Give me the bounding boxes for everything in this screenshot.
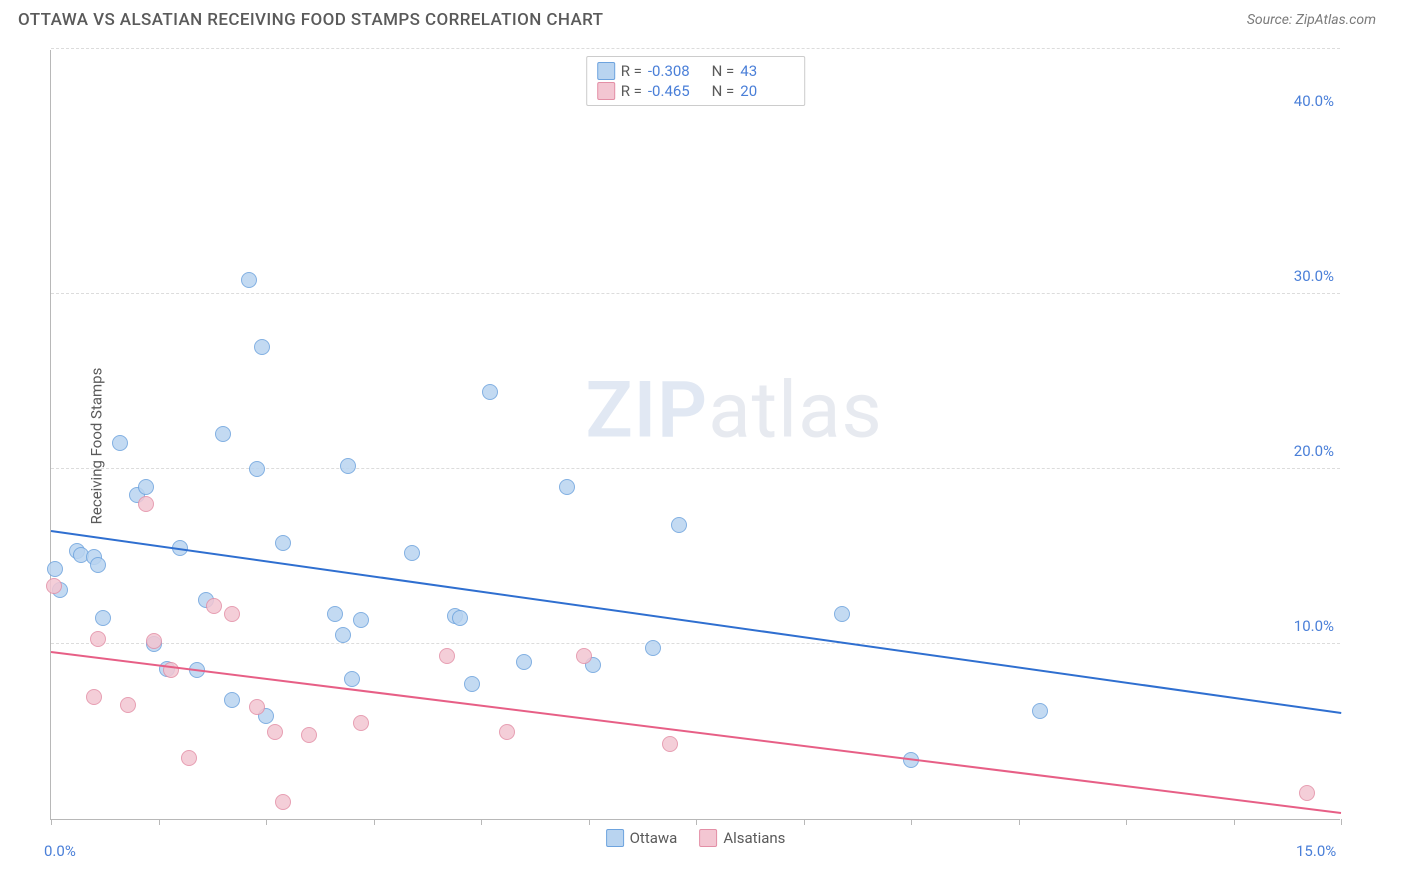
legend-label: Alsatians — [723, 829, 785, 847]
data-point — [335, 627, 351, 643]
data-point — [301, 727, 317, 743]
r-value: -0.308 — [648, 62, 702, 80]
n-label: N = — [708, 62, 734, 80]
x-tick — [589, 819, 590, 825]
data-point — [275, 794, 291, 810]
x-tick — [374, 819, 375, 825]
data-point — [353, 612, 369, 628]
x-axis-min-label: 0.0% — [44, 842, 76, 860]
x-tick — [481, 819, 482, 825]
legend-label: Ottawa — [630, 829, 678, 847]
data-point — [340, 458, 356, 474]
data-point — [576, 648, 592, 664]
data-point — [1032, 703, 1048, 719]
data-point — [344, 671, 360, 687]
n-label: N = — [708, 82, 734, 100]
data-point — [671, 517, 687, 533]
data-point — [224, 692, 240, 708]
data-point — [267, 724, 283, 740]
data-point — [46, 578, 62, 594]
data-point — [834, 606, 850, 622]
data-point — [224, 606, 240, 622]
data-point — [249, 461, 265, 477]
data-point — [452, 610, 468, 626]
data-point — [516, 654, 532, 670]
data-point — [464, 676, 480, 692]
data-point — [90, 631, 106, 647]
data-point — [181, 750, 197, 766]
data-point — [206, 598, 222, 614]
y-tick-label: 30.0% — [1294, 267, 1334, 285]
data-point — [1299, 785, 1315, 801]
data-point — [353, 715, 369, 731]
data-point — [559, 479, 575, 495]
x-tick — [1341, 819, 1342, 825]
trend-line — [51, 651, 1341, 814]
data-point — [439, 648, 455, 664]
data-point — [215, 426, 231, 442]
trend-line — [51, 530, 1341, 714]
data-point — [146, 633, 162, 649]
data-point — [138, 479, 154, 495]
r-label: R = — [621, 62, 642, 80]
data-point — [112, 435, 128, 451]
x-tick — [266, 819, 267, 825]
legend-swatch — [606, 829, 624, 847]
chart-container: OTTAWA VS ALSATIAN RECEIVING FOOD STAMPS… — [0, 0, 1406, 892]
x-tick — [1126, 819, 1127, 825]
legend-item: Ottawa — [606, 829, 678, 847]
r-label: R = — [621, 82, 642, 100]
legend-swatch — [699, 829, 717, 847]
data-point — [275, 535, 291, 551]
data-point — [645, 640, 661, 656]
legend-swatch — [597, 62, 615, 80]
chart-title: OTTAWA VS ALSATIAN RECEIVING FOOD STAMPS… — [18, 10, 603, 30]
correlation-legend: R = -0.308 N = 43 R = -0.465 N = 20 — [586, 56, 806, 106]
data-point — [249, 699, 265, 715]
watermark: ZIPatlas — [586, 366, 883, 457]
correlation-row: R = -0.308 N = 43 — [597, 61, 795, 81]
n-value: 43 — [740, 62, 794, 80]
data-point — [86, 689, 102, 705]
data-point — [138, 496, 154, 512]
data-point — [47, 561, 63, 577]
gridline — [51, 468, 1340, 469]
data-point — [404, 545, 420, 561]
x-tick — [804, 819, 805, 825]
gridline — [51, 293, 1340, 294]
x-tick — [696, 819, 697, 825]
x-tick — [1234, 819, 1235, 825]
data-point — [482, 384, 498, 400]
series-legend: Ottawa Alsatians — [606, 829, 786, 847]
data-point — [254, 339, 270, 355]
data-point — [120, 697, 136, 713]
y-tick-label: 20.0% — [1294, 442, 1334, 460]
watermark-atlas: atlas — [708, 366, 883, 457]
y-tick-label: 10.0% — [1294, 617, 1334, 635]
plot-area: ZIPatlas R =-0.308 N =43R =-0.465 N =20 … — [50, 50, 1340, 820]
data-point — [327, 606, 343, 622]
gridline — [51, 643, 1340, 644]
n-value: 20 — [740, 82, 794, 100]
gridline — [51, 48, 1340, 49]
source-label: Source: ZipAtlas.com — [1247, 12, 1376, 28]
x-tick — [911, 819, 912, 825]
r-value: -0.465 — [648, 82, 702, 100]
data-point — [90, 557, 106, 573]
data-point — [241, 272, 257, 288]
watermark-zip: ZIP — [586, 366, 709, 457]
x-axis-max-label: 15.0% — [1296, 842, 1336, 860]
header: OTTAWA VS ALSATIAN RECEIVING FOOD STAMPS… — [0, 0, 1406, 34]
data-point — [499, 724, 515, 740]
x-tick — [1019, 819, 1020, 825]
x-tick — [159, 819, 160, 825]
y-tick-label: 40.0% — [1294, 92, 1334, 110]
correlation-row: R = -0.465 N = 20 — [597, 81, 795, 101]
legend-item: Alsatians — [699, 829, 785, 847]
data-point — [95, 610, 111, 626]
x-tick — [51, 819, 52, 825]
data-point — [662, 736, 678, 752]
legend-swatch — [597, 82, 615, 100]
